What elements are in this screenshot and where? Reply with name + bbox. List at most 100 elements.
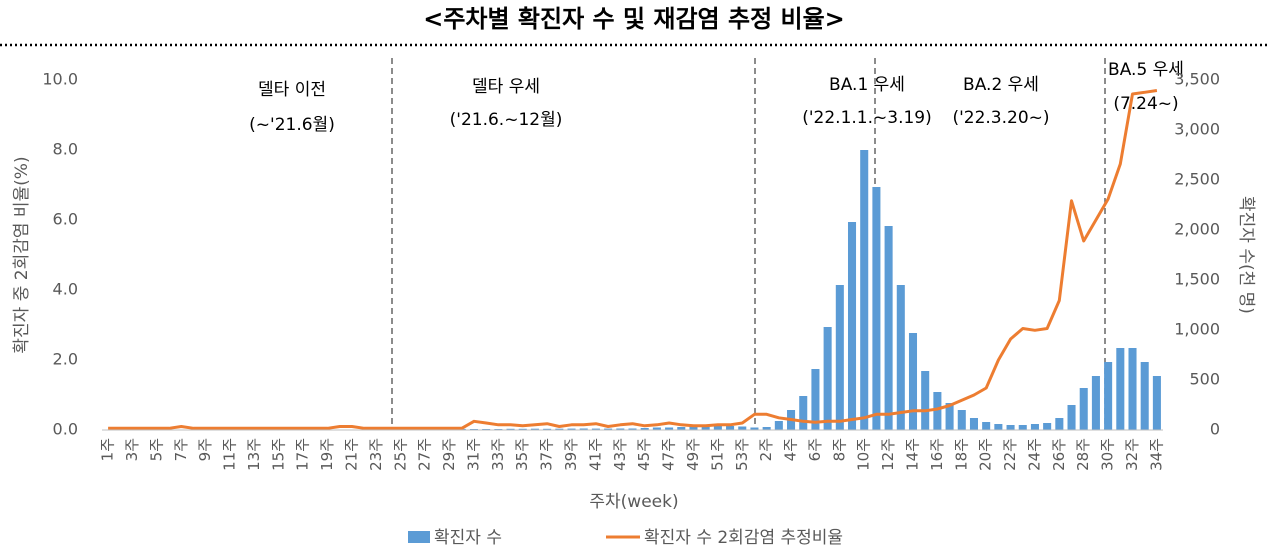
x-tick-label: 2주	[757, 438, 775, 461]
bar	[701, 425, 710, 430]
legend-swatch	[408, 531, 430, 543]
bar	[994, 424, 1003, 430]
y-axis-label: 확진자 중 2회감염 비율(%)	[12, 156, 32, 353]
annotation: 델타 우세	[472, 77, 540, 97]
x-tick-label: 14주	[903, 438, 921, 471]
bar	[860, 150, 869, 430]
bar	[945, 403, 954, 430]
bar	[1091, 376, 1100, 430]
y2-tick-label: 0	[1210, 420, 1220, 439]
x-tick-label: 30주	[1099, 438, 1117, 471]
y2-tick-label: 2,000	[1174, 220, 1220, 239]
x-tick-label: 34주	[1147, 438, 1165, 471]
annotation: ('21.6.~12월)	[450, 110, 563, 130]
annotation: (~'21.6월)	[249, 115, 335, 135]
bar	[896, 285, 905, 430]
x-tick-label: 43주	[611, 438, 629, 471]
bar	[689, 426, 698, 430]
x-tick-label: 41주	[586, 438, 604, 471]
bar	[616, 428, 625, 430]
x-tick-label: 21주	[343, 438, 361, 471]
x-tick-label: 6주	[806, 438, 824, 461]
annotation: BA.2 우세	[963, 75, 1039, 95]
bar	[982, 422, 991, 430]
bar	[921, 371, 930, 430]
x-tick-label: 51주	[708, 438, 726, 471]
bar	[726, 426, 735, 430]
x-tick-label: 7주	[172, 438, 190, 461]
y2-tick-label: 1,500	[1174, 270, 1220, 289]
bar	[677, 427, 686, 430]
x-tick-label: 25주	[391, 438, 409, 471]
x-tick-label: 47주	[660, 438, 678, 471]
annotation: BA.1 우세	[829, 75, 905, 95]
x-tick-label: 9주	[196, 438, 214, 461]
x-tick-label: 22주	[1001, 438, 1019, 471]
y2-tick-label: 2,500	[1174, 170, 1220, 189]
annotation: BA.5 우세	[1108, 60, 1184, 80]
bar	[1030, 424, 1039, 430]
bar	[1116, 348, 1125, 430]
bar	[799, 396, 808, 430]
bar	[506, 428, 515, 430]
annotation: ('22.3.20~)	[952, 108, 1049, 128]
bar	[738, 426, 747, 430]
bar	[1128, 348, 1137, 430]
x-tick-label: 31주	[464, 438, 482, 471]
legend-label: 확진자 수	[434, 528, 502, 548]
bar	[1067, 405, 1076, 430]
y-tick-label: 8.0	[53, 140, 78, 159]
bar	[774, 421, 783, 430]
x-tick-label: 19주	[318, 438, 336, 471]
x-tick-label: 8주	[830, 438, 848, 461]
annotation: (7.24~)	[1113, 94, 1178, 114]
x-tick-label: 3주	[123, 438, 141, 461]
bar	[811, 369, 820, 430]
y2-axis-label: 확진자 수(천 명)	[1236, 196, 1256, 314]
bar	[665, 427, 674, 430]
y2-tick-label: 500	[1189, 370, 1220, 389]
y2-tick-label: 3,500	[1174, 70, 1220, 89]
x-tick-label: 15주	[269, 438, 287, 471]
bar	[530, 428, 539, 430]
x-tick-label: 39주	[562, 438, 580, 471]
x-tick-label: 24주	[1025, 438, 1043, 471]
y-tick-label: 4.0	[53, 280, 78, 299]
x-tick-label: 27주	[416, 438, 434, 471]
y-tick-label: 10.0	[42, 70, 78, 89]
bar	[1079, 388, 1088, 430]
bar	[1140, 362, 1149, 430]
bar	[604, 428, 613, 430]
bar	[652, 427, 661, 430]
x-axis-label: 주차(week)	[589, 492, 678, 512]
x-tick-label: 18주	[952, 438, 970, 471]
x-tick-label: 4주	[782, 438, 800, 461]
x-tick-label: 5주	[147, 438, 165, 461]
bar	[1152, 376, 1161, 430]
bar	[555, 428, 564, 430]
x-tick-label: 13주	[245, 438, 263, 471]
bar	[567, 428, 576, 430]
annotation: ('22.1.1.~3.19)	[802, 108, 932, 128]
bar	[579, 428, 588, 430]
bar	[933, 392, 942, 430]
x-tick-label: 32주	[1123, 438, 1141, 471]
bar	[640, 428, 649, 430]
x-tick-label: 28주	[1074, 438, 1092, 471]
x-tick-label: 10주	[855, 438, 873, 471]
x-tick-label: 20주	[977, 438, 995, 471]
x-tick-label: 17주	[294, 438, 312, 471]
x-tick-label: 37주	[538, 438, 556, 471]
bar	[1055, 418, 1064, 430]
bar	[762, 427, 771, 430]
y-tick-label: 0.0	[53, 420, 78, 439]
bar	[957, 410, 966, 430]
x-tick-label: 33주	[489, 438, 507, 471]
x-tick-label: 29주	[440, 438, 458, 471]
bar	[908, 333, 918, 430]
bar	[847, 222, 857, 430]
bar	[969, 418, 978, 430]
x-tick-label: 35주	[513, 438, 531, 471]
x-tick-label: 11주	[221, 438, 239, 471]
